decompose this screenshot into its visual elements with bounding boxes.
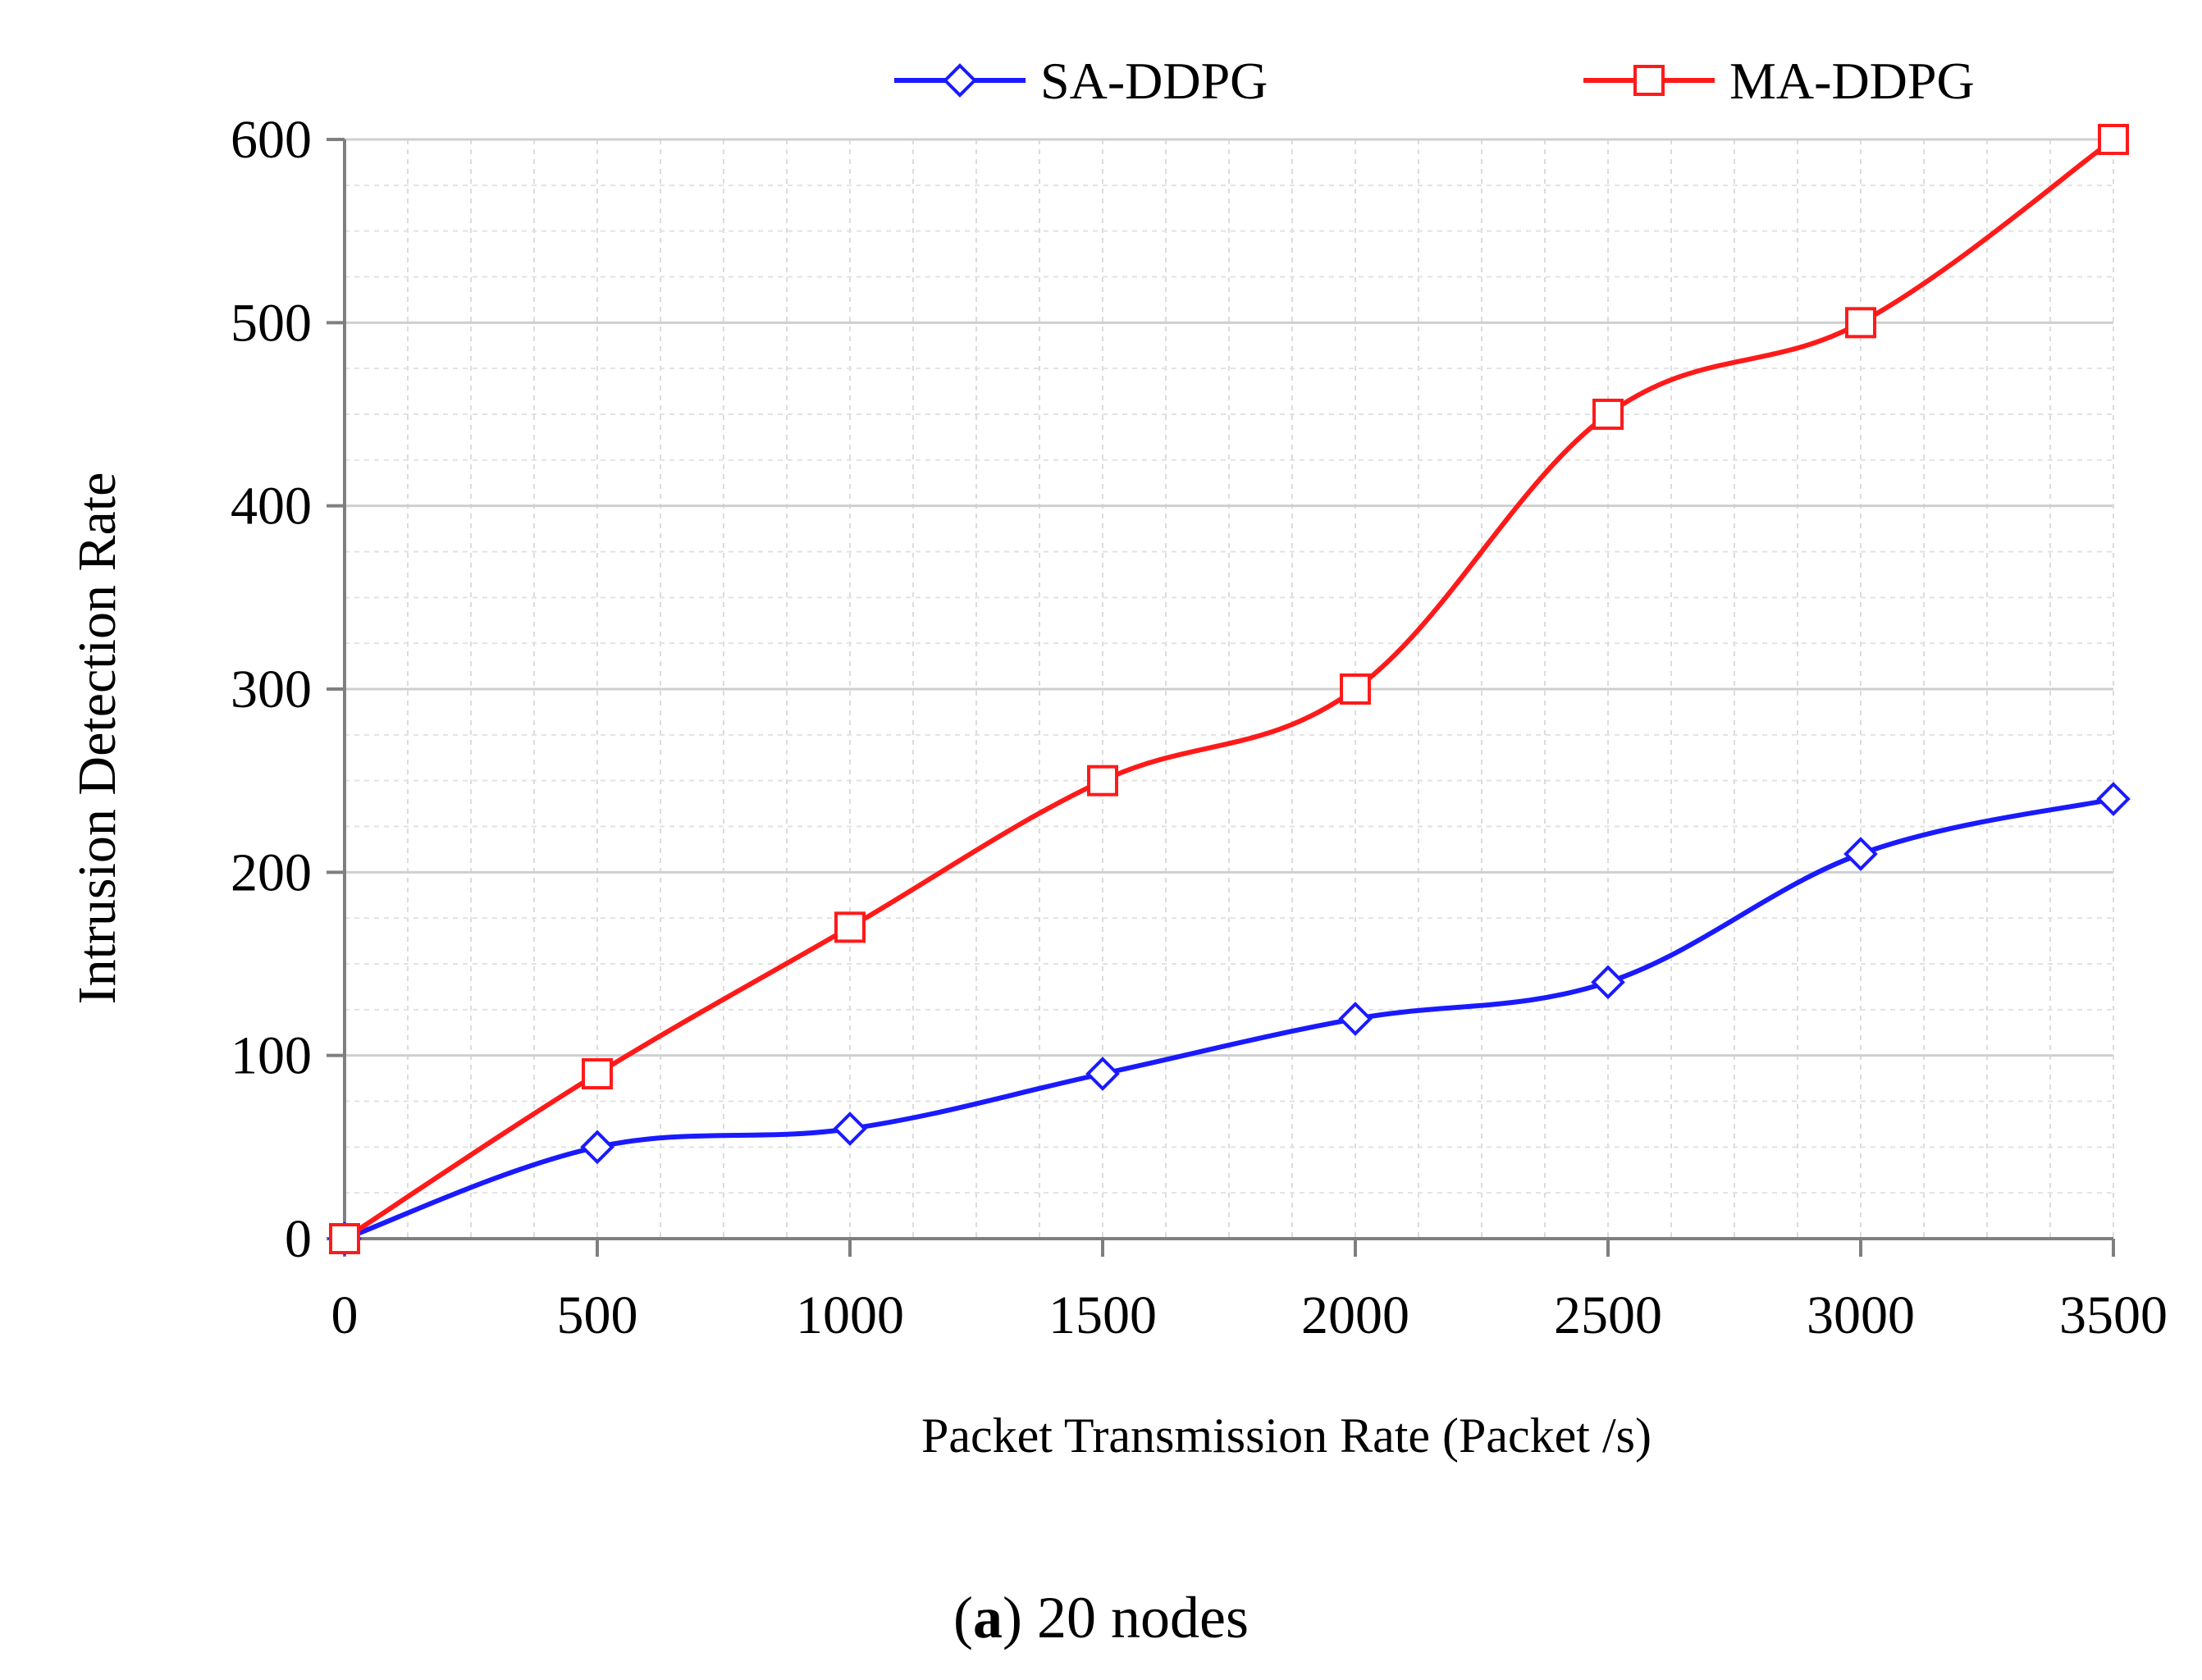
data-point-marker xyxy=(582,1058,613,1089)
x-tick-label: 1500 xyxy=(1048,1285,1157,1345)
legend: SA-DDPG MA-DDPG xyxy=(894,52,1975,110)
data-point-marker xyxy=(580,1130,614,1165)
caption-open-paren: ( xyxy=(953,1585,973,1650)
x-tick-label: 3500 xyxy=(2059,1285,2168,1345)
y-tick-label: 500 xyxy=(231,293,312,353)
data-point-marker xyxy=(1592,399,1624,430)
legend-item: MA-DDPG xyxy=(1583,52,1975,110)
series-ma-ddpg xyxy=(329,124,2129,1254)
y-tick-label: 100 xyxy=(231,1026,312,1086)
ticks: 0 100 200 300 400 500 600 0 500 1000 1500 2000 2500 3… xyxy=(231,110,2168,1345)
figure-caption: (a) 20 nodes xyxy=(953,1585,1249,1650)
x-tick-label: 2000 xyxy=(1301,1285,1409,1345)
x-tick-label: 0 xyxy=(331,1285,359,1345)
y-tick-label: 400 xyxy=(231,477,312,536)
series-line xyxy=(342,137,2116,1241)
series-layer xyxy=(327,124,2131,1256)
caption-label: a xyxy=(973,1585,1003,1650)
legend-marker xyxy=(943,63,977,98)
y-tick-label: 0 xyxy=(285,1209,312,1269)
data-point-marker xyxy=(1843,837,1878,871)
y-axis-title: Intrusion Detection Rate xyxy=(67,472,127,1005)
x-axis-title: Packet Transmission Rate (Packet /s) xyxy=(921,1408,1652,1463)
data-point-marker xyxy=(2096,782,2131,816)
data-point-marker xyxy=(1087,765,1118,797)
data-point-marker xyxy=(2098,124,2129,155)
x-tick-label: 1000 xyxy=(796,1285,904,1345)
series-line xyxy=(342,797,2116,1241)
y-tick-label: 600 xyxy=(231,110,312,170)
legend-label: SA-DDPG xyxy=(1040,52,1268,110)
x-tick-label: 500 xyxy=(557,1285,638,1345)
data-point-marker xyxy=(1340,673,1371,705)
data-point-marker xyxy=(1591,965,1625,1000)
x-tick-label: 3000 xyxy=(1807,1285,1915,1345)
y-tick-label: 300 xyxy=(231,660,312,719)
data-point-marker xyxy=(329,1223,360,1254)
legend-marker xyxy=(1633,65,1665,96)
data-point-marker xyxy=(1085,1057,1120,1091)
x-tick-label: 2500 xyxy=(1554,1285,1662,1345)
data-point-marker xyxy=(833,1112,867,1146)
legend-label: MA-DDPG xyxy=(1729,52,1975,110)
data-point-marker xyxy=(1845,307,1876,339)
caption-text: 20 nodes xyxy=(1022,1585,1249,1650)
data-point-marker xyxy=(1338,1002,1373,1036)
legend-item: SA-DDPG xyxy=(894,52,1268,110)
data-point-marker xyxy=(834,911,866,943)
y-tick-label: 200 xyxy=(231,842,312,902)
caption-close-paren: ) xyxy=(1003,1585,1022,1650)
